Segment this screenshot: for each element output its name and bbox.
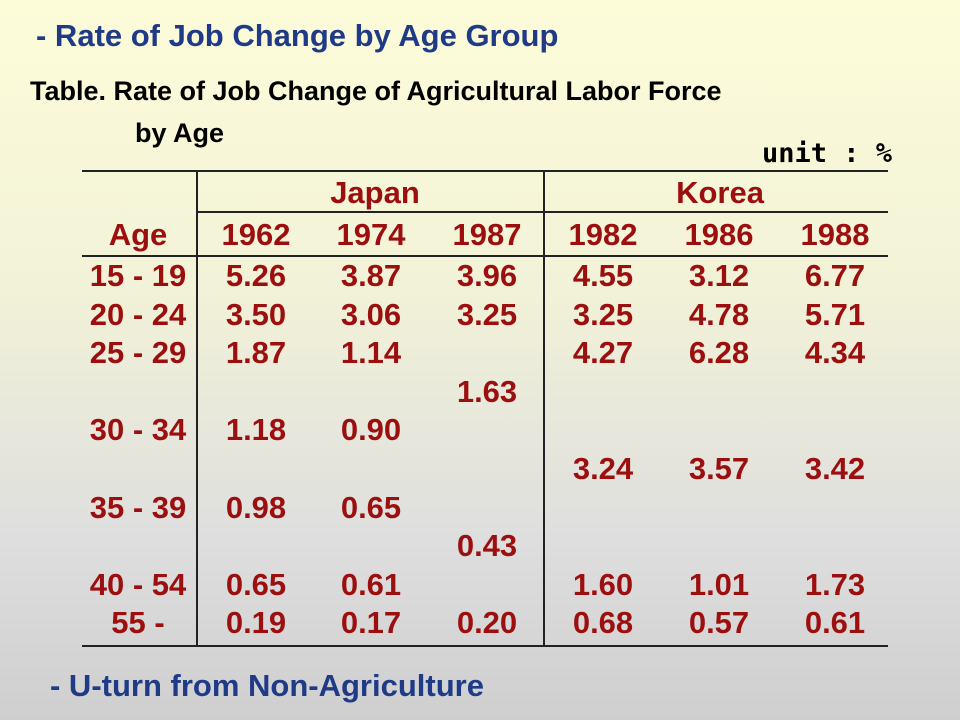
rate-cell: 3.87 xyxy=(340,258,402,293)
age-cell: 40 - 54 xyxy=(89,567,187,602)
header-bottom-rule xyxy=(82,255,888,257)
slide-title: - Rate of Job Change by Age Group xyxy=(36,18,559,53)
rate-cell: 1.14 xyxy=(340,335,402,370)
rate-cell: 0.98 xyxy=(225,490,287,525)
table-top-rule xyxy=(82,170,888,172)
year-header: 1988 xyxy=(800,217,870,252)
rate-cell: 5.71 xyxy=(804,297,866,332)
rate-cell: 1.01 xyxy=(688,567,750,602)
unit-label: unit : % xyxy=(762,138,893,169)
country-column-divider xyxy=(543,170,545,647)
table-caption-continuation: by Age xyxy=(135,118,225,148)
rate-cell: 3.06 xyxy=(340,297,402,332)
rate-cell: 0.20 xyxy=(456,605,518,640)
rate-cell: 0.61 xyxy=(804,605,866,640)
rate-cell: 1.18 xyxy=(225,412,287,447)
rate-cell: 3.25 xyxy=(572,297,634,332)
table-bottom-rule xyxy=(82,645,888,647)
rate-cell: 4.34 xyxy=(804,335,866,370)
rate-cell: 0.57 xyxy=(688,605,750,640)
rate-cell: 0.19 xyxy=(225,605,287,640)
rate-cell: 1.73 xyxy=(804,567,866,602)
rate-cell: 1.60 xyxy=(572,567,634,602)
rate-cell: 0.65 xyxy=(225,567,287,602)
rate-cell: 4.55 xyxy=(572,258,634,293)
rate-cell: 3.50 xyxy=(225,297,287,332)
age-cell: 20 - 24 xyxy=(89,297,187,332)
rate-cell: 3.96 xyxy=(456,258,518,293)
rate-cell: 6.77 xyxy=(804,258,866,293)
group-header-korea: Korea xyxy=(676,175,764,210)
year-header: 1982 xyxy=(568,217,638,252)
age-cell: 30 - 34 xyxy=(89,412,187,447)
group-header-japan: Japan xyxy=(330,175,420,210)
rate-cell: 0.61 xyxy=(340,567,402,602)
rate-cell: 3.42 xyxy=(804,451,866,486)
year-header: 1986 xyxy=(684,217,754,252)
rate-cell: 0.65 xyxy=(340,490,402,525)
age-column-header: Age xyxy=(108,217,168,252)
rate-cell: 4.27 xyxy=(572,335,634,370)
rate-cell: 3.57 xyxy=(688,451,750,486)
rate-cell: 0.43 xyxy=(456,528,518,563)
age-cell: 25 - 29 xyxy=(89,335,187,370)
rate-cell: 4.78 xyxy=(688,297,750,332)
rate-cell: 5.26 xyxy=(225,258,287,293)
rate-cell: 6.28 xyxy=(688,335,750,370)
rate-cell: 1.87 xyxy=(225,335,287,370)
rate-cell: 0.17 xyxy=(340,605,402,640)
rate-cell: 3.12 xyxy=(688,258,750,293)
rate-cell: 0.90 xyxy=(340,412,402,447)
slide-footer: - U-turn from Non-Agriculture xyxy=(50,668,484,703)
table-caption: Table. Rate of Job Change of Agricultura… xyxy=(30,76,722,106)
year-header: 1974 xyxy=(336,217,406,252)
year-header: 1962 xyxy=(221,217,291,252)
age-cell: 55 - xyxy=(111,605,165,640)
age-cell: 35 - 39 xyxy=(89,490,187,525)
rate-cell: 3.25 xyxy=(456,297,518,332)
rate-cell: 3.24 xyxy=(572,451,634,486)
year-header: 1987 xyxy=(452,217,522,252)
age-cell: 15 - 19 xyxy=(89,258,187,293)
rate-cell: 0.68 xyxy=(572,605,634,640)
rate-cell: 1.63 xyxy=(456,374,518,409)
age-column-divider xyxy=(196,170,198,647)
